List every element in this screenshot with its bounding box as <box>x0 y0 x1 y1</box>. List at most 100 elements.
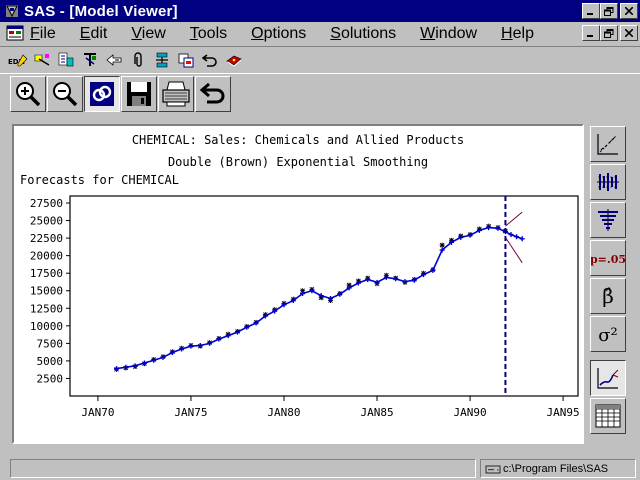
series-predicted-point <box>262 313 268 319</box>
menu-help[interactable]: Help <box>501 24 534 43</box>
viewer-toolbar <box>10 76 232 112</box>
forecast-graph-button[interactable] <box>590 360 626 396</box>
link-button[interactable] <box>84 76 120 112</box>
book-icon <box>226 55 242 67</box>
series-predicted-point <box>519 236 525 242</box>
statistics-of-fit-button[interactable]: σ² <box>590 316 626 352</box>
save-icon <box>127 82 151 106</box>
series-predicted-point <box>216 336 222 342</box>
menu-solutions[interactable]: Solutions <box>330 24 396 43</box>
link-icon <box>90 82 114 106</box>
menu-bar: File Edit View Tools Options Solutions Window H… <box>0 22 640 44</box>
menu-accelerator: S <box>330 24 341 42</box>
status-message <box>10 459 476 478</box>
close-button[interactable] <box>620 3 638 19</box>
menu-edit[interactable]: Edit <box>80 24 108 43</box>
edit-icon-label: EDIT <box>8 58 26 66</box>
series-predicted-point <box>430 267 436 273</box>
explorer-button[interactable] <box>30 49 54 71</box>
zoom-in-button[interactable] <box>10 76 46 112</box>
chart-caption: Forecasts for CHEMICAL <box>20 173 179 187</box>
log-button[interactable] <box>102 49 126 71</box>
series-predicted-point <box>337 291 343 297</box>
return-button[interactable] <box>195 76 231 112</box>
y-tick-label: 17500 <box>30 267 63 280</box>
residual-plot-button[interactable] <box>590 126 626 162</box>
results-icon <box>58 52 74 67</box>
undo-button[interactable] <box>198 49 222 71</box>
menu-accelerator: W <box>420 24 436 42</box>
menu-label-rest: elp <box>512 24 534 42</box>
series-predicted-point <box>290 298 296 304</box>
autocorrelation-plot-button[interactable] <box>590 164 626 200</box>
series-upper-line <box>505 211 523 227</box>
drive-icon <box>485 465 501 473</box>
sigma-label: σ² <box>598 325 618 346</box>
series-predicted-point <box>244 324 250 330</box>
series-predicted-point <box>365 277 371 283</box>
series-actual-point <box>439 242 445 248</box>
split-button[interactable] <box>150 49 174 71</box>
pvalue-button[interactable]: p=.05 <box>590 240 626 276</box>
status-bar: c:\Program Files\SAS <box>0 456 640 480</box>
series-predicted-point <box>508 232 514 238</box>
series-predicted-point <box>141 360 147 366</box>
y-tick-label: 27500 <box>30 197 63 210</box>
forecast-table-icon <box>595 404 621 428</box>
autocorr-plot-icon <box>597 173 619 191</box>
mdi-restore-button[interactable] <box>600 25 618 41</box>
sas-icon[interactable] <box>4 3 20 19</box>
x-tick-label: JAN95 <box>547 406 580 419</box>
menu-view[interactable]: View <box>131 24 165 43</box>
series-predicted-point <box>374 279 380 285</box>
menu-label-rest: iew <box>141 24 166 42</box>
menu-accelerator: E <box>79 24 91 42</box>
minimize-button[interactable] <box>582 3 600 19</box>
minimize-icon <box>587 13 593 15</box>
forecast-graph-icon <box>597 368 619 389</box>
menu-tools[interactable]: Tools <box>190 24 227 43</box>
copy-button[interactable] <box>174 49 198 71</box>
document-icon[interactable] <box>6 24 24 42</box>
residual-plot-icon <box>597 134 618 155</box>
zoom-out-button[interactable] <box>47 76 83 112</box>
series-actual-point <box>346 282 352 288</box>
beta-label: β̂ <box>602 284 614 308</box>
parameter-estimates-button[interactable]: β̂ <box>590 278 626 314</box>
paperclip-button[interactable] <box>126 49 150 71</box>
series-predicted-point <box>188 343 194 349</box>
menu-window[interactable]: Window <box>420 24 477 43</box>
x-tick-label: JAN80 <box>267 406 300 419</box>
keys-button[interactable] <box>78 49 102 71</box>
print-button[interactable] <box>158 76 194 112</box>
menu-options[interactable]: Options <box>251 24 306 43</box>
white-noise-plot-button[interactable] <box>590 202 626 238</box>
y-tick-label: 10000 <box>30 320 63 333</box>
forecast-plot-panel: CHEMICAL: Sales: Chemicals and Allied Pr… <box>12 124 584 444</box>
series-predicted-point <box>318 293 324 299</box>
statistics-of-fit-icon: σ² <box>598 325 618 346</box>
edit-button[interactable]: EDIT <box>6 49 30 71</box>
title-bar: SAS - [Model Viewer] <box>0 0 640 22</box>
save-button[interactable] <box>121 76 157 112</box>
menu-file[interactable]: File <box>30 24 56 43</box>
series-predicted-point <box>514 234 520 240</box>
y-tick-label: 20000 <box>30 250 63 263</box>
series-predicted-point <box>207 340 213 346</box>
mdi-minimize-button[interactable] <box>582 25 600 41</box>
series-predicted-point <box>421 272 427 278</box>
mdi-close-button[interactable] <box>620 25 638 41</box>
forecast-table-button[interactable] <box>590 398 626 434</box>
series-predicted-point <box>225 333 231 339</box>
series-predicted-point <box>355 280 361 286</box>
log-icon <box>106 54 122 66</box>
results-button[interactable] <box>54 49 78 71</box>
series-predicted-point <box>448 239 454 245</box>
book-button[interactable] <box>222 49 246 71</box>
paperclip-icon <box>134 52 142 67</box>
close-icon <box>625 7 633 15</box>
edit-icon: EDIT <box>8 54 28 67</box>
series-predicted-point <box>179 346 185 352</box>
y-tick-label: 7500 <box>37 337 64 350</box>
maximize-button[interactable] <box>600 3 618 19</box>
